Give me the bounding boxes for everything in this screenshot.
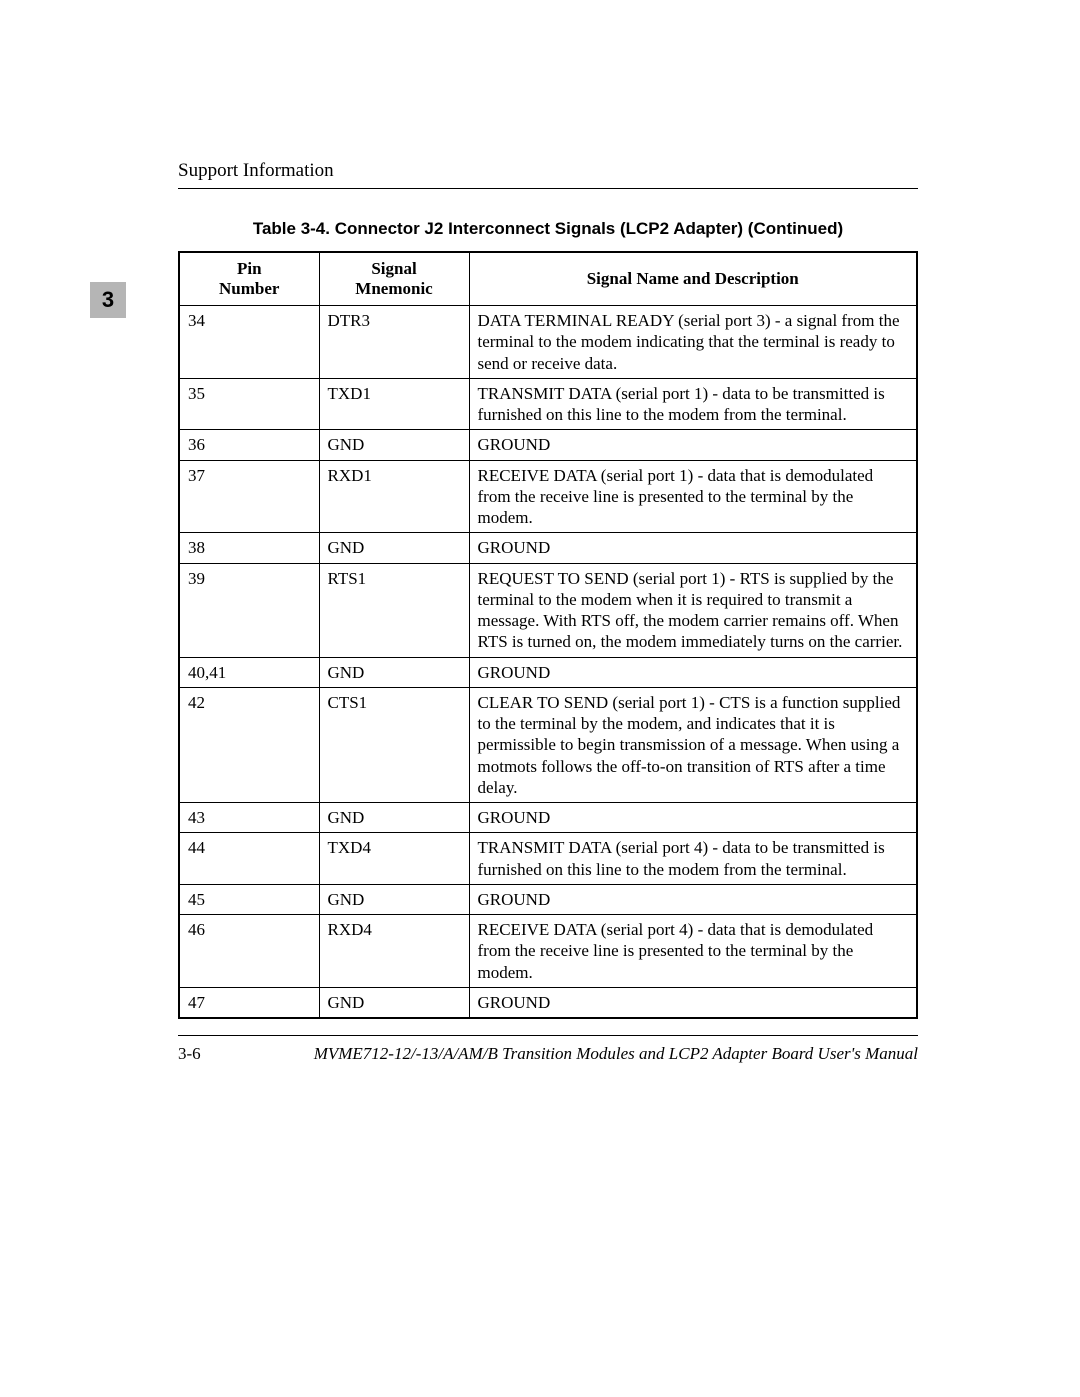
cell-pin: 46 [179, 915, 319, 988]
chapter-number: 3 [102, 287, 114, 313]
cell-mnemonic: CTS1 [319, 687, 469, 802]
cell-mnemonic: GND [319, 884, 469, 914]
table-row: 37RXD1RECEIVE DATA (serial port 1) - dat… [179, 460, 917, 533]
cell-mnemonic: TXD1 [319, 378, 469, 430]
page-content: Support Information Table 3-4. Connector… [178, 160, 918, 1019]
table-row: 44TXD4TRANSMIT DATA (serial port 4) - da… [179, 833, 917, 885]
cell-desc: TRANSMIT DATA (serial port 4) - data to … [469, 833, 917, 885]
cell-pin: 37 [179, 460, 319, 533]
cell-mnemonic: GND [319, 803, 469, 833]
col-pin: Pin Number [179, 252, 319, 306]
manual-title: MVME712-12/-13/A/AM/B Transition Modules… [314, 1044, 918, 1064]
cell-pin: 40,41 [179, 657, 319, 687]
cell-desc: REQUEST TO SEND (serial port 1) - RTS is… [469, 563, 917, 657]
table-row: 38GNDGROUND [179, 533, 917, 563]
chapter-tab: 3 [90, 282, 126, 318]
table-caption: Table 3-4. Connector J2 Interconnect Sig… [178, 219, 918, 239]
cell-pin: 39 [179, 563, 319, 657]
table-row: 42CTS1CLEAR TO SEND (serial port 1) - CT… [179, 687, 917, 802]
cell-desc: GROUND [469, 884, 917, 914]
cell-desc: DATA TERMINAL READY (serial port 3) - a … [469, 306, 917, 379]
table-row: 36GNDGROUND [179, 430, 917, 460]
cell-desc: RECEIVE DATA (serial port 4) - data that… [469, 915, 917, 988]
cell-pin: 44 [179, 833, 319, 885]
table-row: 46RXD4RECEIVE DATA (serial port 4) - dat… [179, 915, 917, 988]
cell-desc: TRANSMIT DATA (serial port 1) - data to … [469, 378, 917, 430]
cell-pin: 38 [179, 533, 319, 563]
cell-desc: GROUND [469, 533, 917, 563]
table-row: 35TXD1TRANSMIT DATA (serial port 1) - da… [179, 378, 917, 430]
cell-desc: GROUND [469, 430, 917, 460]
cell-mnemonic: GND [319, 657, 469, 687]
cell-pin: 43 [179, 803, 319, 833]
col-mnemonic: Signal Mnemonic [319, 252, 469, 306]
col-pin-line2: Number [219, 279, 279, 298]
signal-table: Pin Number Signal Mnemonic Signal Name a… [178, 251, 918, 1019]
cell-mnemonic: DTR3 [319, 306, 469, 379]
page-footer: 3-6 MVME712-12/-13/A/AM/B Transition Mod… [178, 1035, 918, 1064]
section-header: Support Information [178, 160, 918, 189]
table-row: 43GNDGROUND [179, 803, 917, 833]
cell-mnemonic: RXD1 [319, 460, 469, 533]
col-pin-line1: Pin [237, 259, 262, 278]
cell-desc: CLEAR TO SEND (serial port 1) - CTS is a… [469, 687, 917, 802]
cell-mnemonic: TXD4 [319, 833, 469, 885]
table-row: 34DTR3DATA TERMINAL READY (serial port 3… [179, 306, 917, 379]
table-row: 47GNDGROUND [179, 987, 917, 1018]
cell-mnemonic: GND [319, 533, 469, 563]
cell-pin: 45 [179, 884, 319, 914]
table-row: 45GNDGROUND [179, 884, 917, 914]
cell-mnemonic: GND [319, 430, 469, 460]
table-row: 39RTS1REQUEST TO SEND (serial port 1) - … [179, 563, 917, 657]
table-header-row: Pin Number Signal Mnemonic Signal Name a… [179, 252, 917, 306]
cell-pin: 36 [179, 430, 319, 460]
col-desc: Signal Name and Description [469, 252, 917, 306]
cell-mnemonic: RTS1 [319, 563, 469, 657]
col-mnemonic-line1: Signal [371, 259, 416, 278]
cell-pin: 34 [179, 306, 319, 379]
cell-desc: GROUND [469, 803, 917, 833]
cell-desc: RECEIVE DATA (serial port 1) - data that… [469, 460, 917, 533]
col-mnemonic-line2: Mnemonic [355, 279, 432, 298]
cell-desc: GROUND [469, 987, 917, 1018]
cell-pin: 35 [179, 378, 319, 430]
cell-desc: GROUND [469, 657, 917, 687]
cell-mnemonic: GND [319, 987, 469, 1018]
table-row: 40,41GNDGROUND [179, 657, 917, 687]
cell-pin: 47 [179, 987, 319, 1018]
page-number: 3-6 [178, 1044, 201, 1064]
cell-pin: 42 [179, 687, 319, 802]
table-body: 34DTR3DATA TERMINAL READY (serial port 3… [179, 306, 917, 1019]
cell-mnemonic: RXD4 [319, 915, 469, 988]
